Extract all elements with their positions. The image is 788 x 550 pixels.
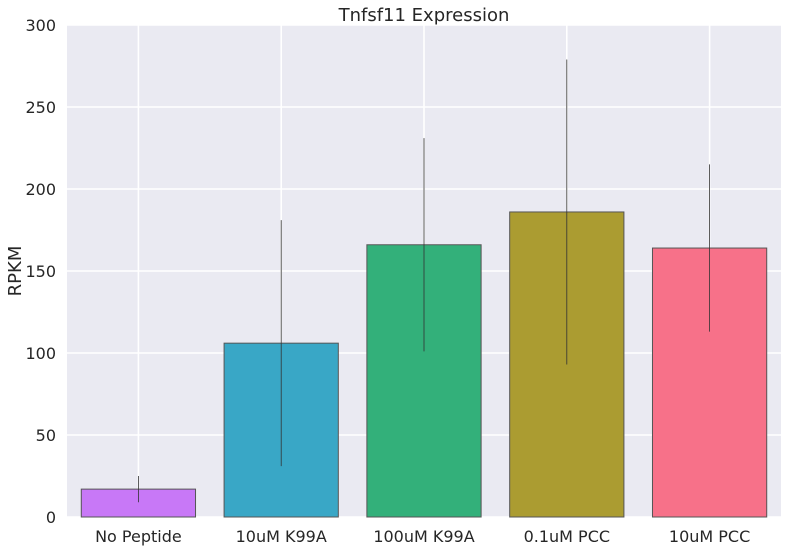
y-axis-label: RPKM	[5, 246, 26, 297]
y-tick-label: 250	[25, 98, 56, 117]
y-tick-label: 50	[36, 426, 56, 445]
y-tick-label: 150	[25, 262, 56, 281]
y-tick-label: 0	[46, 508, 56, 527]
chart-title: Tnfsf11 Expression	[338, 5, 510, 26]
x-tick-labels: No Peptide 10uM K99A 100uM K99A 0.1uM PCC 10…	[95, 527, 750, 546]
x-tick-label: 10uM K99A	[236, 527, 327, 546]
x-tick-label: No Peptide	[95, 527, 182, 546]
x-tick-label: 10uM PCC	[669, 527, 750, 546]
x-tick-label: 0.1uM PCC	[524, 527, 610, 546]
error-bars-layer	[137, 59, 710, 503]
y-tick-label: 300	[25, 16, 56, 35]
y-tick-label: 200	[25, 180, 56, 199]
y-tick-labels: 0 50 100 150 200 250 300	[25, 16, 56, 527]
y-tick-label: 100	[25, 344, 56, 363]
x-tick-label: 100uM K99A	[373, 527, 474, 546]
